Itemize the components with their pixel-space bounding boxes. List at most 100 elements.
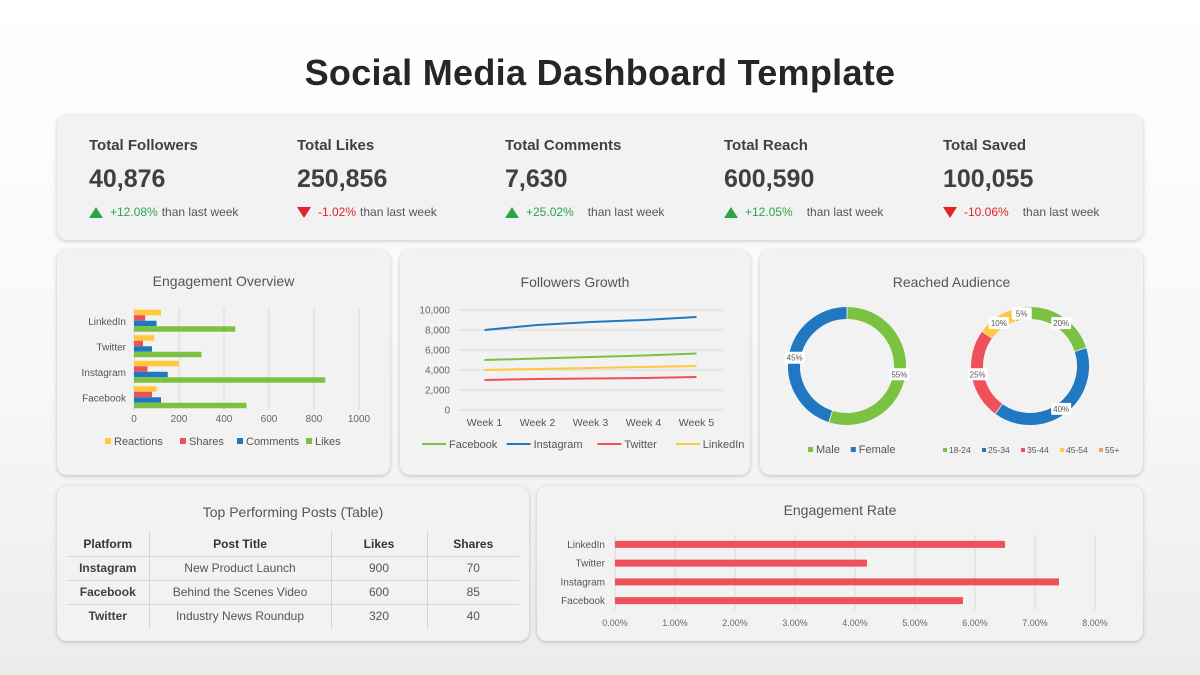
arrow-up-icon — [724, 206, 738, 218]
table-cell: 900 — [330, 556, 427, 581]
x-tick-label: Week 3 — [573, 417, 609, 429]
bar-likes — [134, 402, 247, 409]
x-tick-label: 400 — [216, 414, 233, 425]
table-cell: Instagram — [67, 556, 149, 581]
kpi-label: Total Comments — [505, 137, 622, 154]
x-tick-label: 4.00% — [842, 618, 868, 628]
legend-marker — [1021, 448, 1025, 452]
series-line-facebook — [484, 352, 697, 361]
kpi-value: 100,055 — [943, 165, 1034, 193]
arrow-up-icon — [505, 206, 519, 218]
series-line-twitter — [484, 376, 697, 381]
data-label: 5% — [1016, 310, 1028, 319]
series-line-linkedin — [484, 365, 697, 371]
legend-label: Comments — [246, 436, 300, 448]
data-label: 40% — [1053, 405, 1069, 414]
y-tick-label: 6,000 — [425, 346, 450, 357]
table-row: Instagram New Product Launch 900 70 — [67, 556, 519, 581]
bar-comments — [134, 371, 168, 378]
kpi-change-suffix: than last week — [806, 205, 884, 219]
kpi-label: Total Reach — [724, 137, 808, 154]
data-label-bg — [967, 368, 988, 381]
legend-marker — [808, 447, 813, 452]
x-tick-label: Week 4 — [626, 417, 662, 429]
chart-title: Reached Audience — [892, 274, 1011, 290]
x-tick-label: Week 2 — [520, 417, 556, 429]
table-cell: 70 — [426, 556, 519, 581]
table-title: Top Performing Posts (Table) — [202, 504, 384, 520]
series-line-instagram — [484, 316, 697, 331]
kpi-value: 600,590 — [724, 165, 815, 193]
legend-marker — [943, 448, 947, 452]
legend-label: Reactions — [114, 436, 163, 448]
bar-linkedin — [615, 540, 1005, 548]
legend-label: Likes — [315, 436, 341, 448]
top-posts-table: Platform Post Title Likes Shares Instagr… — [67, 532, 519, 628]
bar-facebook — [615, 597, 963, 605]
x-tick-label: 8.00% — [1082, 618, 1108, 628]
data-label-bg — [1051, 402, 1072, 415]
chart-title: Engagement Rate — [783, 502, 897, 518]
followers-growth-card: Followers Growth 0 2,000 4,000 6,000 8,000 10… — [400, 250, 750, 475]
table-cell: 85 — [426, 580, 519, 605]
x-tick-label: 600 — [261, 414, 278, 425]
bar-likes — [134, 351, 202, 358]
column-header: Platform — [67, 532, 149, 557]
engagement-rate-card: Engagement Rate 0.00% 1.00% 2.00% 3.00% 4.00… — [537, 486, 1143, 641]
followers-growth-chart: 0 2,000 4,000 6,000 8,000 10,000 Week 1 Week 2 W… — [419, 306, 744, 452]
page-title: Social Media Dashboard Template — [304, 52, 896, 93]
data-label: 25% — [970, 370, 986, 379]
table-cell: Twitter — [88, 609, 127, 624]
legend-label: Male — [816, 444, 840, 456]
kpi-change-percent: -10.06% — [964, 205, 1009, 219]
arrow-down-icon — [943, 206, 957, 218]
arrow-up-icon — [89, 206, 103, 218]
bar-shares — [134, 315, 146, 321]
legend-label: 25-34 — [988, 445, 1010, 455]
table-cell: 40 — [426, 604, 519, 628]
slice-female — [788, 307, 847, 422]
table-cell: New Product Launch — [148, 556, 331, 581]
kpi-change-percent: +12.08% — [110, 205, 158, 219]
y-tick-label: 2,000 — [425, 386, 450, 397]
data-label-bg — [1011, 307, 1032, 320]
x-tick-label: 2.00% — [722, 618, 748, 628]
table-row: Twitter Industry News Roundup 320 40 — [67, 604, 519, 628]
bar-comments — [134, 397, 161, 403]
legend-label: Shares — [189, 436, 224, 448]
x-tick-label: 6.00% — [962, 618, 988, 628]
bar-comments — [134, 320, 157, 327]
bar-twitter — [615, 559, 867, 567]
column-header: Post Title — [148, 532, 331, 557]
kpi-change-percent: -1.02% — [318, 205, 357, 219]
kpi-change-percent: +12.05% — [745, 205, 793, 219]
table-row: Facebook Behind the Scenes Video 600 85 — [67, 580, 519, 605]
kpi-change: +25.02% than last week — [505, 205, 664, 219]
data-label: 45% — [787, 354, 803, 363]
engagement-overview-chart: 0 200 400 600 800 1000 LinkedIn Twitter Instagra… — [82, 308, 371, 448]
x-tick-label: 200 — [171, 414, 188, 425]
legend-marker — [105, 438, 111, 444]
table-header-row: Platform Post Title Likes Shares — [67, 532, 519, 557]
column-header: Shares — [426, 532, 519, 557]
reached-audience-card: Reached Audience 55% 45% 20% 40% 25% 10% 5% Mal… — [760, 250, 1143, 475]
arrow-down-icon — [297, 206, 311, 218]
y-tick-label: 10,000 — [419, 306, 450, 317]
legend-label: 18-24 — [949, 445, 971, 455]
column-header: Likes — [330, 532, 427, 557]
data-label-bg — [784, 351, 805, 364]
x-tick-label: 1000 — [348, 414, 371, 425]
slice-male — [829, 307, 906, 425]
bar-reactions — [134, 386, 157, 392]
kpi-change-suffix: than last week — [161, 205, 239, 219]
bar-instagram — [615, 578, 1059, 586]
kpi-card: Total Followers 40,876 +12.08% than last… — [57, 115, 1143, 240]
legend-label: 55+ — [1105, 445, 1119, 455]
legend-label: 45-54 — [1066, 445, 1088, 455]
y-tick-label: Twitter — [97, 342, 127, 353]
kpi-value: 250,856 — [297, 165, 388, 193]
x-tick-label: 3.00% — [782, 618, 808, 628]
chart-title: Followers Growth — [520, 274, 630, 290]
kpi-label: Total Likes — [297, 137, 375, 154]
table-cell: Industry News Roundup — [148, 604, 331, 628]
